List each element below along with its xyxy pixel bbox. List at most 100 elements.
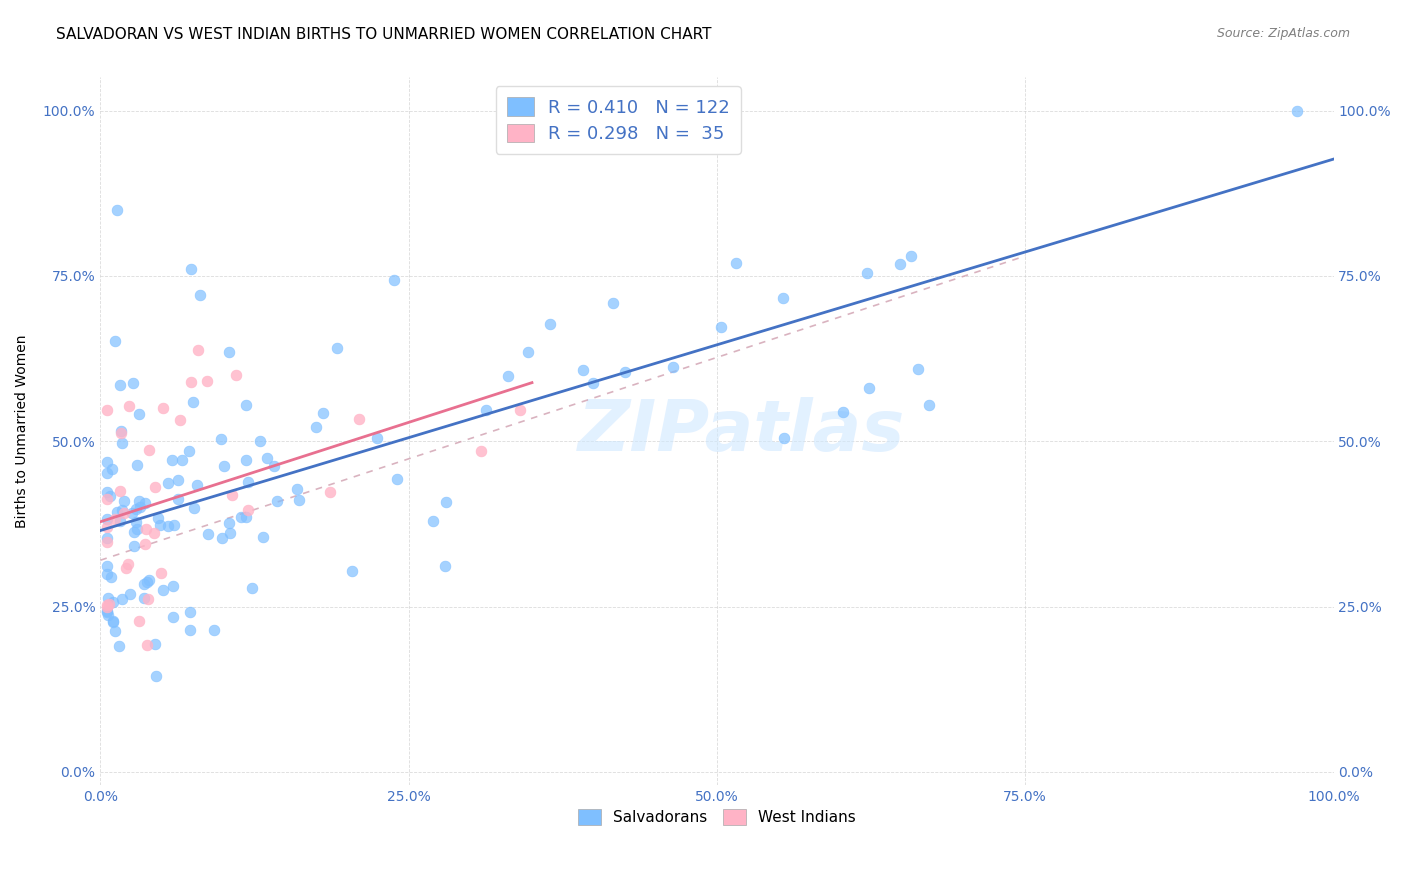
Point	[240, 582, 263, 596]
Point	[135, 575, 157, 590]
Point	[96, 519, 118, 533]
Point	[136, 638, 159, 652]
Point	[218, 344, 240, 359]
Point	[179, 605, 201, 619]
Point	[918, 398, 941, 412]
Point	[124, 539, 146, 553]
Point	[538, 317, 561, 331]
Point	[434, 495, 457, 509]
Point	[221, 488, 243, 502]
Point	[319, 485, 342, 500]
Point	[211, 531, 233, 545]
Point	[146, 511, 169, 525]
Point	[326, 341, 349, 355]
Point	[96, 598, 118, 612]
Point	[125, 502, 148, 516]
Point	[108, 483, 131, 498]
Point	[117, 558, 139, 572]
Point	[96, 511, 118, 525]
Point	[209, 433, 232, 447]
Point	[252, 530, 274, 544]
Point	[311, 406, 333, 420]
Point	[118, 399, 141, 413]
Point	[149, 566, 172, 580]
Point	[582, 376, 605, 390]
Point	[166, 473, 188, 487]
Point	[96, 600, 118, 615]
Point	[162, 609, 184, 624]
Point	[96, 484, 118, 499]
Point	[121, 506, 143, 520]
Point	[145, 480, 167, 494]
Y-axis label: Births to Unmarried Women: Births to Unmarried Women	[15, 334, 30, 528]
Point	[145, 637, 167, 651]
Point	[128, 614, 150, 628]
Point	[218, 516, 240, 531]
Legend: Salvadorans, West Indians: Salvadorans, West Indians	[569, 800, 865, 834]
Point	[551, 91, 574, 105]
Point	[138, 443, 160, 458]
Point	[96, 604, 118, 618]
Point	[661, 359, 683, 374]
Point	[152, 401, 174, 416]
Point	[96, 455, 118, 469]
Point	[97, 597, 120, 611]
Point	[516, 344, 538, 359]
Point	[387, 472, 409, 486]
Point	[266, 494, 288, 508]
Point	[236, 475, 259, 490]
Point	[97, 591, 120, 605]
Point	[186, 478, 208, 492]
Point	[285, 482, 308, 496]
Point	[179, 623, 201, 637]
Point	[134, 496, 156, 510]
Point	[138, 591, 160, 606]
Point	[181, 394, 204, 409]
Point	[114, 560, 136, 574]
Point	[170, 452, 193, 467]
Point	[128, 494, 150, 508]
Point	[433, 559, 456, 574]
Point	[602, 296, 624, 310]
Point	[382, 273, 405, 287]
Point	[236, 503, 259, 517]
Point	[1285, 103, 1308, 118]
Point	[96, 567, 118, 582]
Point	[263, 458, 285, 473]
Point	[498, 368, 520, 383]
Point	[614, 365, 637, 379]
Point	[366, 431, 388, 445]
Point	[149, 518, 172, 533]
Point	[135, 522, 157, 536]
Point	[96, 491, 118, 506]
Point	[195, 375, 218, 389]
Point	[340, 564, 363, 578]
Point	[132, 577, 155, 591]
Point	[110, 514, 132, 528]
Point	[112, 494, 135, 508]
Point	[152, 582, 174, 597]
Point	[235, 453, 257, 467]
Point	[710, 319, 733, 334]
Point	[96, 558, 118, 573]
Point	[475, 402, 498, 417]
Point	[162, 579, 184, 593]
Point	[572, 362, 595, 376]
Point	[108, 639, 131, 653]
Point	[470, 443, 492, 458]
Point	[145, 669, 167, 683]
Point	[104, 334, 127, 348]
Point	[855, 267, 877, 281]
Point	[111, 503, 134, 517]
Point	[305, 420, 328, 434]
Point	[180, 375, 202, 389]
Point	[142, 526, 165, 541]
Point	[129, 500, 152, 514]
Point	[509, 403, 531, 417]
Point	[100, 570, 122, 584]
Point	[169, 413, 191, 427]
Text: SALVADORAN VS WEST INDIAN BIRTHS TO UNMARRIED WOMEN CORRELATION CHART: SALVADORAN VS WEST INDIAN BIRTHS TO UNMA…	[56, 27, 711, 42]
Point	[105, 505, 128, 519]
Point	[112, 506, 135, 520]
Point	[111, 436, 134, 450]
